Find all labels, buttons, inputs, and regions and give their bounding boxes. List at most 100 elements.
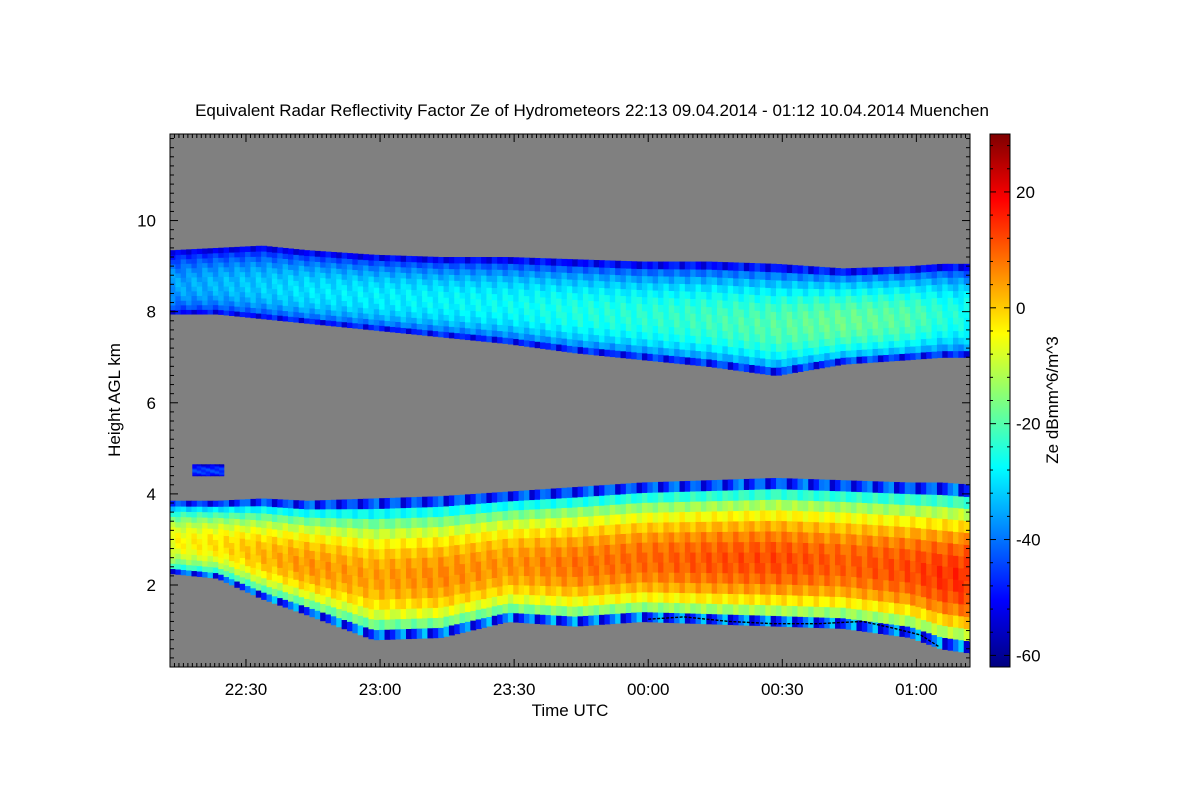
ze-cell	[733, 531, 740, 543]
ze-cell	[373, 260, 380, 267]
ze-cell	[470, 523, 477, 534]
ze-cell	[786, 594, 793, 606]
ze-cell	[191, 290, 198, 297]
ze-cell	[180, 304, 187, 310]
ze-cell	[223, 500, 230, 507]
ze-cell	[958, 297, 965, 305]
ze-cell	[743, 309, 750, 318]
ze-cell	[561, 556, 568, 567]
ze-cell	[781, 531, 788, 543]
ze-cell	[486, 317, 493, 325]
ze-cell	[792, 489, 799, 501]
ze-cell	[214, 469, 220, 471]
ze-cell	[330, 278, 337, 285]
ze-cell	[786, 584, 793, 596]
ze-cell	[411, 608, 418, 619]
ze-cell	[379, 548, 386, 560]
ze-cell	[266, 303, 273, 310]
ze-cell	[663, 333, 670, 342]
ze-cell	[963, 290, 970, 298]
ze-cell	[770, 604, 777, 616]
y-tick-label: 10	[137, 212, 156, 231]
ze-cell	[470, 503, 477, 514]
ze-cell	[942, 554, 949, 567]
ze-cell	[776, 335, 782, 344]
ze-cell	[749, 263, 756, 272]
ze-cell	[829, 309, 836, 318]
ze-cell	[770, 335, 777, 344]
ze-cell	[545, 546, 552, 558]
ze-cell	[454, 524, 461, 536]
ze-cell	[658, 268, 664, 277]
ze-cell	[502, 330, 509, 338]
ze-cell	[470, 286, 477, 294]
ze-cell	[877, 546, 884, 559]
ze-cell	[872, 334, 879, 343]
ze-cell	[475, 618, 482, 630]
ze-cell	[813, 317, 820, 326]
ze-cell	[518, 537, 525, 548]
ze-cell	[491, 568, 498, 579]
ze-cell	[561, 566, 568, 577]
ze-cell	[556, 324, 563, 332]
ze-cell	[770, 359, 777, 368]
ze-cell	[202, 527, 209, 534]
ze-cell	[942, 263, 949, 272]
ze-cell	[620, 302, 627, 310]
ze-cell	[186, 300, 193, 306]
ze-cell	[464, 523, 471, 534]
ze-cell	[277, 567, 284, 576]
ze-cell	[405, 497, 412, 508]
ze-cell	[550, 546, 557, 558]
ze-cell	[765, 604, 772, 616]
ze-cell	[261, 313, 268, 320]
ze-cell	[427, 627, 434, 639]
ze-cell	[738, 593, 745, 605]
ze-cell	[818, 532, 825, 544]
ze-cell	[228, 295, 235, 302]
ze-cell	[395, 588, 402, 600]
ze-cell	[722, 593, 729, 605]
ze-cell	[368, 498, 375, 510]
ze-cell	[218, 506, 225, 513]
ze-cell	[776, 319, 782, 329]
ze-cell	[540, 566, 547, 577]
ze-cell	[658, 332, 664, 341]
ze-cell	[550, 566, 557, 577]
ze-cell	[523, 282, 530, 290]
ze-cell	[867, 328, 874, 336]
ze-cell	[540, 537, 547, 548]
ze-cell	[877, 514, 884, 526]
ze-cell	[877, 287, 884, 295]
ze-cell	[658, 347, 664, 355]
ze-cell	[271, 272, 278, 279]
ze-cell	[432, 285, 439, 292]
ze-cell	[309, 297, 316, 304]
ze-cell	[411, 289, 418, 296]
ze-cell	[202, 549, 209, 556]
ze-cell	[883, 340, 890, 349]
ze-cell	[641, 261, 648, 270]
ze-cell	[593, 260, 600, 268]
ze-cell	[266, 256, 273, 263]
ze-cell	[872, 546, 879, 558]
ze-cell	[690, 349, 697, 358]
ze-cell	[196, 468, 202, 470]
ze-cell	[266, 272, 273, 279]
ze-cell	[926, 271, 933, 279]
ze-cell	[540, 508, 547, 519]
ze-cell	[818, 616, 825, 629]
ze-cell	[915, 312, 922, 320]
ze-cell	[802, 303, 809, 312]
ze-cell	[529, 556, 536, 567]
ze-cell	[845, 329, 852, 338]
ze-cell	[910, 571, 917, 584]
ze-cell	[776, 311, 782, 321]
ze-cell	[824, 543, 831, 555]
ze-cell	[325, 561, 332, 571]
ze-cell	[851, 576, 858, 588]
ze-cell	[180, 277, 187, 283]
ze-cell	[405, 289, 412, 296]
ze-cell	[835, 281, 841, 290]
ze-cell	[722, 345, 729, 354]
